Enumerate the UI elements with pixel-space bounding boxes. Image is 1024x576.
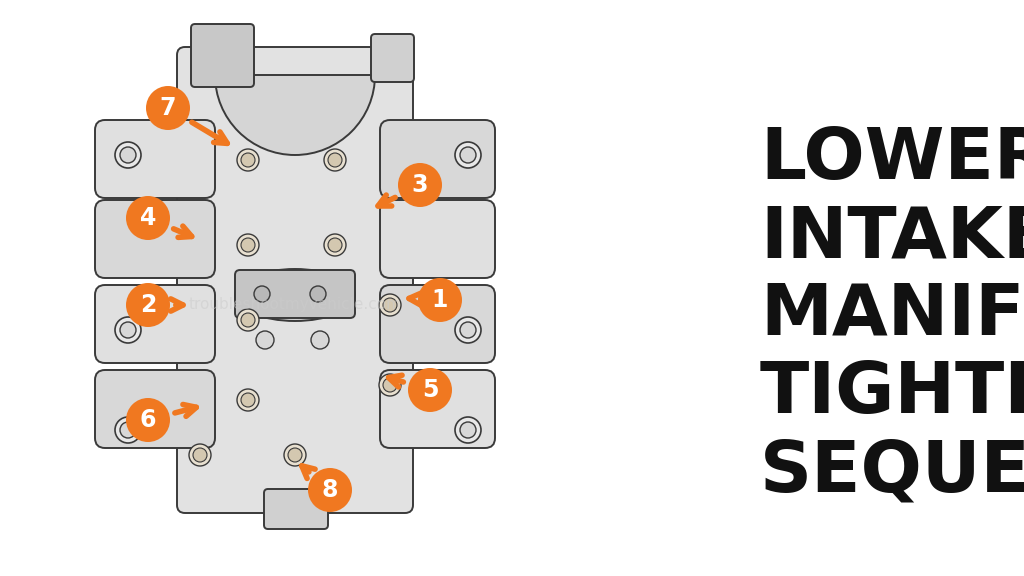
Circle shape (237, 234, 259, 256)
Circle shape (284, 444, 306, 466)
Circle shape (311, 331, 329, 349)
Circle shape (115, 142, 141, 168)
Circle shape (379, 294, 401, 316)
Circle shape (146, 86, 190, 130)
FancyBboxPatch shape (371, 34, 414, 82)
Circle shape (126, 398, 170, 442)
FancyBboxPatch shape (191, 24, 254, 87)
Text: 5: 5 (422, 378, 438, 402)
Text: 8: 8 (322, 478, 338, 502)
Circle shape (460, 147, 476, 163)
Circle shape (383, 298, 397, 312)
Circle shape (408, 368, 452, 412)
FancyBboxPatch shape (380, 120, 495, 198)
Circle shape (120, 322, 136, 338)
Text: 1: 1 (432, 288, 449, 312)
Circle shape (324, 149, 346, 171)
Text: 3: 3 (412, 173, 428, 197)
Ellipse shape (234, 269, 355, 321)
Circle shape (189, 444, 211, 466)
Circle shape (241, 313, 255, 327)
FancyBboxPatch shape (177, 47, 413, 513)
Circle shape (328, 238, 342, 252)
Circle shape (241, 153, 255, 167)
Text: 6: 6 (139, 408, 157, 432)
Circle shape (418, 278, 462, 322)
Circle shape (237, 309, 259, 331)
Text: 7: 7 (160, 96, 176, 120)
Circle shape (288, 448, 302, 462)
Circle shape (193, 448, 207, 462)
FancyBboxPatch shape (380, 285, 495, 363)
FancyBboxPatch shape (95, 370, 215, 448)
Text: INTAKE: INTAKE (760, 203, 1024, 272)
Circle shape (460, 422, 476, 438)
Circle shape (237, 149, 259, 171)
Circle shape (328, 153, 342, 167)
Text: TIGHTENING: TIGHTENING (760, 359, 1024, 429)
Circle shape (460, 322, 476, 338)
Circle shape (324, 234, 346, 256)
Circle shape (120, 422, 136, 438)
Circle shape (126, 196, 170, 240)
Circle shape (308, 468, 352, 512)
FancyBboxPatch shape (380, 370, 495, 448)
Circle shape (256, 331, 274, 349)
Text: 4: 4 (140, 206, 157, 230)
FancyBboxPatch shape (380, 200, 495, 278)
FancyBboxPatch shape (95, 120, 215, 198)
Circle shape (379, 374, 401, 396)
Circle shape (455, 417, 481, 443)
FancyBboxPatch shape (234, 270, 355, 318)
Circle shape (455, 317, 481, 343)
Circle shape (126, 283, 170, 327)
Circle shape (310, 286, 326, 302)
Circle shape (237, 389, 259, 411)
Text: troubleshootmyvehicle.com: troubleshootmyvehicle.com (188, 297, 401, 313)
FancyBboxPatch shape (95, 200, 215, 278)
Text: SEQUENCE: SEQUENCE (760, 438, 1024, 506)
FancyBboxPatch shape (264, 489, 328, 529)
Circle shape (241, 238, 255, 252)
Circle shape (120, 147, 136, 163)
Circle shape (115, 417, 141, 443)
Circle shape (115, 317, 141, 343)
Circle shape (398, 163, 442, 207)
Text: LOWER: LOWER (760, 126, 1024, 195)
Circle shape (383, 378, 397, 392)
Text: MANIFOLD: MANIFOLD (760, 282, 1024, 351)
Circle shape (254, 286, 270, 302)
Text: 2: 2 (140, 293, 157, 317)
Circle shape (241, 393, 255, 407)
FancyBboxPatch shape (95, 285, 215, 363)
Wedge shape (215, 75, 375, 155)
Circle shape (455, 142, 481, 168)
